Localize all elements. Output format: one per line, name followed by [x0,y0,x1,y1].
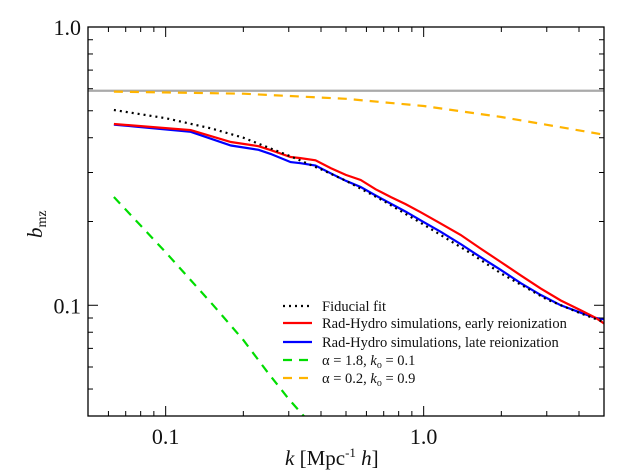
legend-item-2: Rad-Hydro simulations, late reionization [283,335,560,351]
y-tick-label: 0.1 [54,293,82,318]
series-line-3 [113,196,306,416]
series-line-4 [113,90,604,136]
y-axis-label: bmz [23,210,50,238]
legend-label: Fiducial fit [322,299,386,315]
series-line-2 [113,123,604,321]
curves [88,89,604,416]
series-line-1 [113,122,604,325]
legend-item-0: Fiducial fit [283,299,386,315]
legend-label: α = 0.2, ko = 0.9 [322,371,415,389]
axis-ticks [87,26,605,417]
tick-labels: 0.1 1.0 0.1 1.0 [54,15,438,449]
x-tick-label: 0.1 [152,424,180,449]
legend-label: α = 1.8, ko = 0.1 [322,353,415,371]
legend-item-1: Rad-Hydro simulations, early reionizatio… [283,316,568,332]
legend-label: Rad-Hydro simulations, late reionization [322,335,560,351]
legend-item-4: α = 0.2, ko = 0.9 [283,371,415,389]
y-tick-label: 1.0 [54,15,82,40]
x-axis-label: k [Mpc-1 h] [285,445,379,470]
x-tick-label: 1.0 [410,424,438,449]
series-line-0 [113,108,604,324]
legend-item-3: α = 1.8, ko = 0.1 [283,353,415,371]
legend-label: Rad-Hydro simulations, early reionizatio… [322,316,568,332]
